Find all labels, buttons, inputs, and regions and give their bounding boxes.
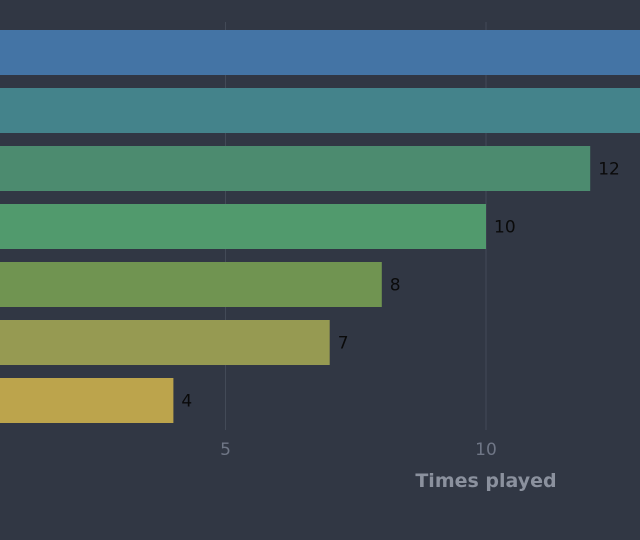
x-axis-title: Times played <box>415 470 556 492</box>
x-tick-label: 10 <box>475 440 497 460</box>
bar <box>0 320 330 365</box>
bars <box>0 30 640 423</box>
bar <box>0 30 640 75</box>
bar <box>0 204 486 249</box>
bar-value-label: 12 <box>598 160 620 180</box>
data-labels: 12 10 8 7 4 <box>181 160 619 412</box>
bar <box>0 262 382 307</box>
bar-value-label: 4 <box>181 392 192 412</box>
bar-value-label: 7 <box>338 334 349 354</box>
bar-value-label: 10 <box>494 218 516 238</box>
x-tick-labels: 5 10 <box>220 440 497 460</box>
bar <box>0 88 640 133</box>
bar <box>0 146 591 191</box>
x-tick-label: 5 <box>220 440 231 460</box>
bar-value-label: 8 <box>390 276 401 296</box>
bar <box>0 378 174 423</box>
